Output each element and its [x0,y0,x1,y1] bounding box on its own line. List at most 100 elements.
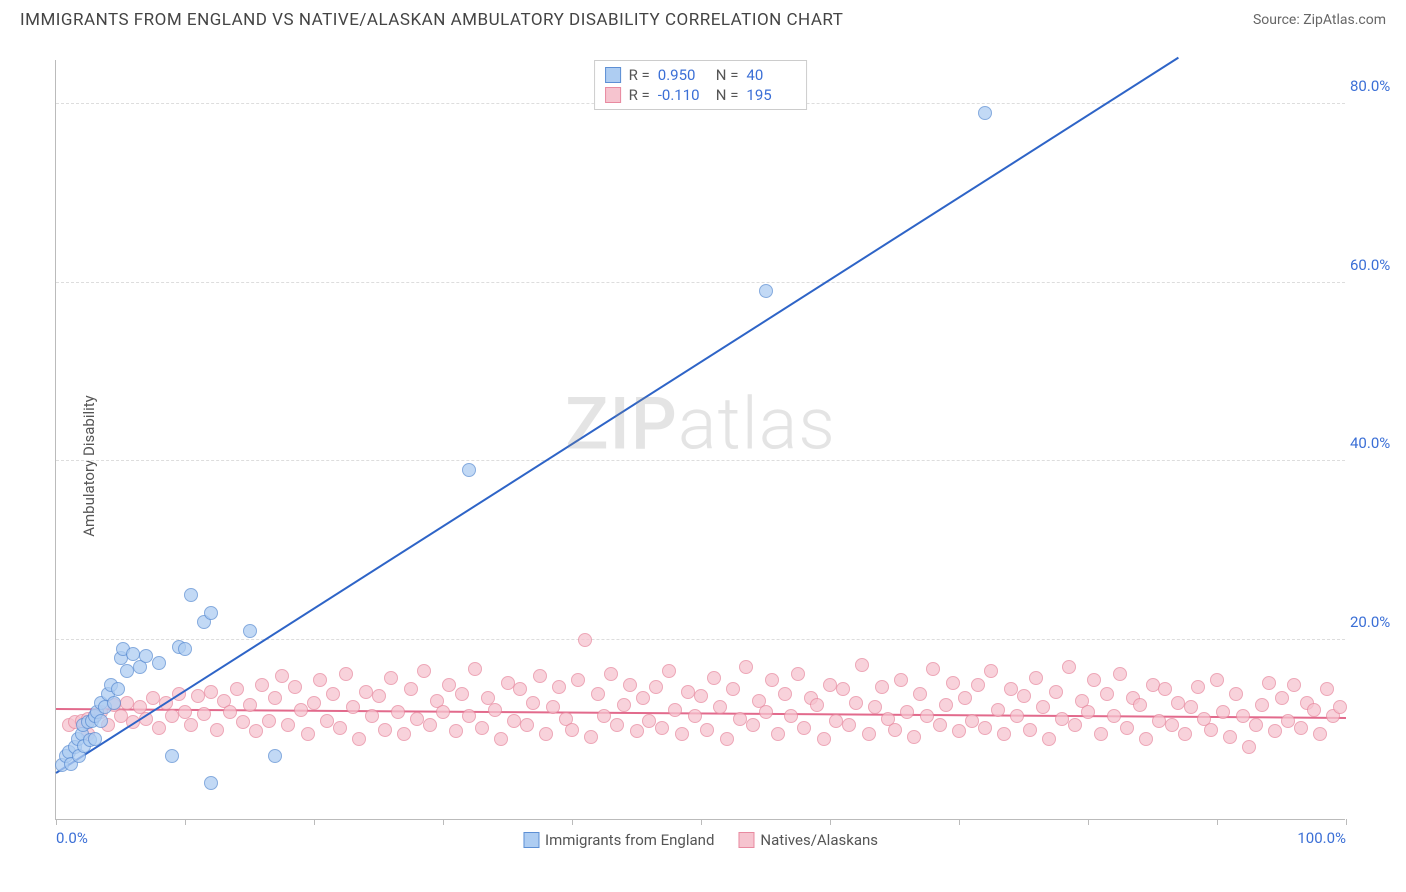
data-point [197,707,211,721]
legend-r-label: R = [629,66,650,84]
data-point [313,673,327,687]
data-point [88,732,102,746]
legend-swatch [738,832,754,848]
data-point [688,709,702,723]
data-point [623,678,637,692]
data-point [668,703,682,717]
data-point [971,678,985,692]
data-point [868,700,882,714]
data-point [243,624,257,638]
legend-r-value: 0.950 [658,66,708,84]
data-point [384,671,398,685]
data-point [797,721,811,735]
data-point [1087,673,1101,687]
data-point [707,671,721,685]
data-point [111,682,125,696]
x-tick-label: 100.0% [1297,829,1346,847]
legend-n-value: 195 [746,86,796,104]
data-point [1262,676,1276,690]
data-point [1242,740,1256,754]
data-point [965,714,979,728]
data-point [255,678,269,692]
legend-r-value: -0.110 [658,86,708,104]
data-point [262,714,276,728]
y-tick-label: 20.0% [1350,613,1405,631]
data-point [784,709,798,723]
data-point [372,689,386,703]
data-point [1275,691,1289,705]
data-point [301,727,315,741]
chart-header: IMMIGRANTS FROM ENGLAND VS NATIVE/ALASKA… [0,0,1406,36]
x-tick-mark [1217,819,1218,825]
data-point [1023,723,1037,737]
data-point [933,718,947,732]
data-point [204,606,218,620]
data-point [307,696,321,710]
data-point [694,689,708,703]
data-point [139,649,153,663]
data-point [1029,671,1043,685]
data-point [765,673,779,687]
data-point [184,588,198,602]
data-point [204,776,218,790]
legend-item: Immigrants from England [523,831,714,849]
legend-row: R =0.950N =40 [605,65,797,85]
data-point [875,680,889,694]
data-point [920,709,934,723]
source-attribution: Source: ZipAtlas.com [1253,12,1386,28]
data-point [791,667,805,681]
legend-label: Natives/Alaskans [760,831,878,849]
data-point [610,718,624,732]
data-point [1268,724,1282,738]
data-point [462,463,476,477]
data-point [236,715,250,729]
data-point [513,682,527,696]
data-point [488,703,502,717]
data-point [378,723,392,737]
x-tick-mark [443,819,444,825]
x-tick-mark [959,819,960,825]
data-point [146,691,160,705]
data-point [1229,687,1243,701]
data-point [578,633,592,647]
data-point [713,700,727,714]
data-point [1152,714,1166,728]
data-point [410,712,424,726]
y-tick-label: 40.0% [1350,434,1405,452]
data-point [223,705,237,719]
data-point [352,732,366,746]
data-point [423,718,437,732]
data-point [268,749,282,763]
data-point [391,705,405,719]
data-point [526,696,540,710]
data-point [442,678,456,692]
data-point [1133,698,1147,712]
legend-n-label: N = [716,66,739,84]
data-point [1204,723,1218,737]
data-point [726,682,740,696]
data-point [184,718,198,732]
data-point [359,685,373,699]
legend-item: Natives/Alaskans [738,831,878,849]
data-point [604,667,618,681]
data-point [739,660,753,674]
data-point [1042,732,1056,746]
data-point [552,680,566,694]
gridline [56,282,1345,283]
data-point [862,727,876,741]
data-point [1320,682,1334,696]
data-point [571,673,585,687]
data-point [507,714,521,728]
data-point [1004,682,1018,696]
data-point [591,687,605,701]
data-point [1307,703,1321,717]
gridline [56,460,1345,461]
data-point [165,749,179,763]
data-point [281,718,295,732]
data-point [958,691,972,705]
data-point [191,689,205,703]
data-point [107,696,121,710]
data-point [997,727,1011,741]
data-point [346,700,360,714]
legend-swatch [605,87,621,103]
